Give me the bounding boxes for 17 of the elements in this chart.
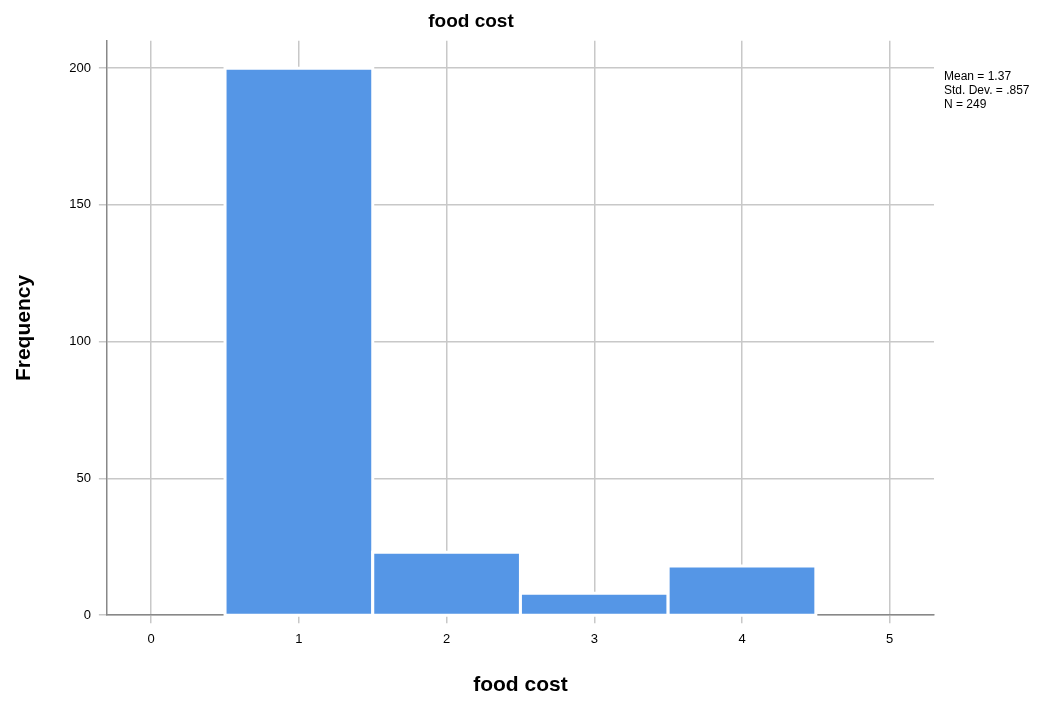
y-tick-label: 200 [69,59,91,75]
y-tick-label: 150 [69,196,91,212]
text: Mean = 1.37 [944,69,1012,84]
y-tick-label: 0 [83,606,91,622]
x-axis-title: food cost [473,672,568,696]
y-tick-label: 100 [69,333,91,349]
y-axis-title: Frequency [11,274,35,382]
x-tick-label: 4 [738,630,746,646]
text: N = 249 [944,97,987,112]
x-tick-label: 1 [295,630,303,646]
text: Std. Dev. = .857 [944,83,1030,98]
x-tick-label: 2 [442,630,451,646]
x-tick-label: 5 [886,630,894,646]
x-tick-label: 3 [590,630,598,646]
chart-title: food cost [428,9,515,31]
y-tick-label: 50 [76,470,91,486]
x-tick-label: 0 [147,630,155,646]
